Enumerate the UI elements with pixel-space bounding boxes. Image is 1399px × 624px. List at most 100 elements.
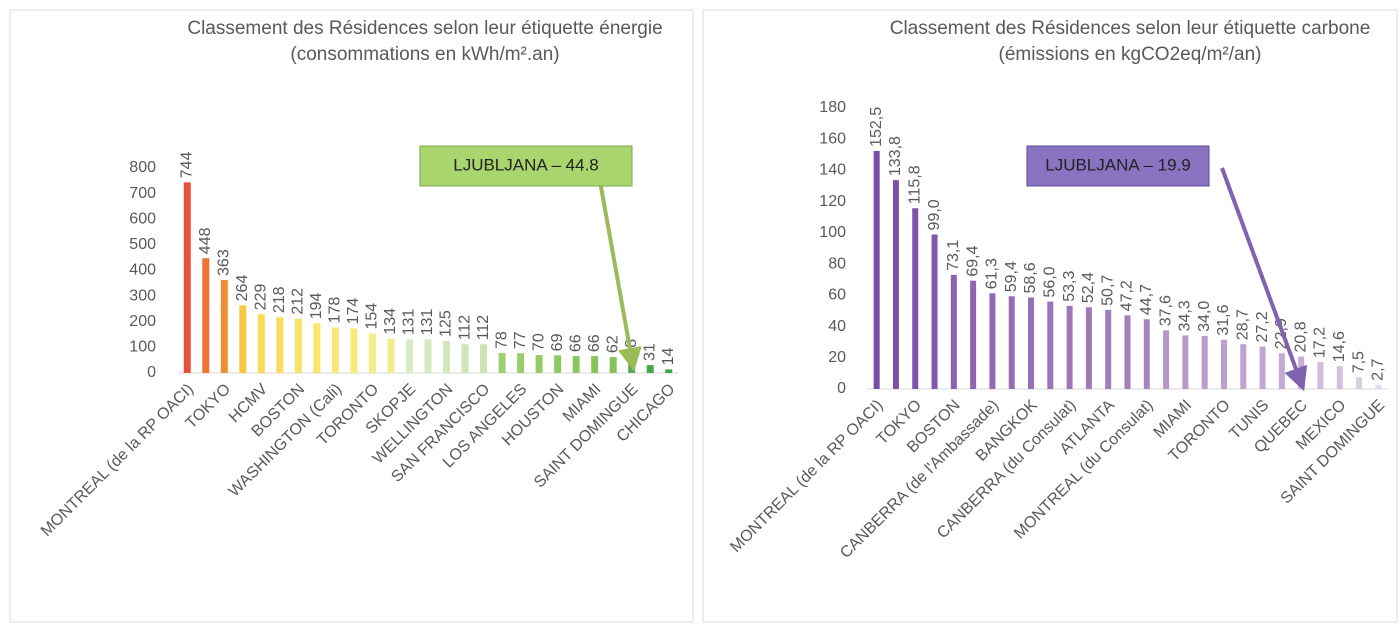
data-label: 52,4 [1080, 272, 1097, 303]
bar [931, 234, 938, 389]
y-tick-label: 60 [828, 287, 846, 304]
annotation-box [419, 145, 633, 187]
data-label: 174 [345, 298, 362, 325]
bar [1240, 344, 1247, 389]
y-tick-label: 500 [129, 236, 156, 253]
chart-title: Classement des Résidences selon leur éti… [889, 18, 1371, 65]
bar [646, 365, 654, 373]
chart-title: Classement des Résidences selon leur éti… [187, 18, 663, 65]
data-label: 31,6 [1215, 304, 1232, 335]
data-label: 125 [438, 310, 455, 337]
bar [873, 150, 880, 389]
data-label: 34,3 [1177, 300, 1194, 331]
y-tick-label: 180 [819, 99, 846, 116]
bar [1201, 335, 1208, 389]
bar [665, 369, 673, 373]
annotation-box [1026, 145, 1210, 187]
bar [912, 208, 919, 389]
bar [257, 314, 265, 373]
bar [1278, 353, 1285, 389]
y-tick-label: 0 [147, 364, 156, 381]
bar [239, 305, 247, 373]
bar [498, 353, 506, 373]
y-tick-label: 40 [828, 318, 846, 335]
data-label: 194 [308, 292, 325, 319]
data-label: 133,8 [887, 136, 904, 176]
bar [572, 356, 580, 373]
data-label: 66 [586, 334, 603, 352]
data-label: 112 [475, 315, 492, 341]
data-label: 99,0 [926, 199, 943, 230]
bar [1085, 307, 1092, 389]
data-label: 131 [419, 309, 436, 336]
y-tick-label: 160 [819, 130, 846, 147]
bar [313, 323, 321, 373]
bar [970, 280, 977, 389]
bar [1105, 309, 1112, 389]
data-label: 27,2 [1254, 311, 1271, 342]
bar [628, 360, 636, 373]
data-label: 56,0 [1042, 266, 1059, 297]
data-label: 62 [604, 335, 621, 353]
bar [220, 279, 228, 373]
annotation-arrow [1220, 167, 1308, 392]
data-label: 59,4 [1003, 261, 1020, 292]
bar [387, 338, 395, 373]
bar [1259, 346, 1266, 389]
bar [276, 317, 284, 373]
y-tick-label: 200 [129, 313, 156, 330]
data-label: 50,7 [1099, 275, 1116, 306]
data-label: 69 [549, 333, 566, 351]
y-tick-label: 0 [837, 380, 846, 397]
data-label: 2,7 [1370, 358, 1387, 380]
bar [950, 274, 957, 389]
data-label: 31 [641, 343, 658, 361]
annotation-text: LJUBLJANA – 44.8 [453, 155, 599, 174]
y-tick-label: 140 [819, 162, 846, 179]
bar [1143, 319, 1150, 389]
bar [183, 182, 191, 373]
bar [1163, 330, 1170, 389]
bar [1066, 305, 1073, 389]
y-tick-label: 400 [129, 262, 156, 279]
data-label: 58,6 [1022, 262, 1039, 293]
bar [294, 318, 302, 373]
data-label: 20,8 [1292, 321, 1309, 352]
y-tick-label: 120 [819, 193, 846, 210]
data-label: 218 [271, 286, 288, 313]
bar [517, 353, 525, 373]
bar [1317, 362, 1324, 389]
data-label: 264 [234, 275, 251, 302]
bar [1182, 335, 1189, 389]
bar [202, 258, 210, 373]
bar [1356, 377, 1363, 389]
bar [1336, 366, 1343, 389]
data-label: 44,7 [1138, 284, 1155, 315]
panel [9, 9, 694, 623]
y-tick-label: 100 [129, 339, 156, 356]
data-label: 154 [364, 303, 381, 330]
bar [1008, 296, 1015, 389]
y-tick-label: 80 [828, 255, 846, 272]
y-tick-label: 700 [129, 185, 156, 202]
bar [1375, 384, 1382, 389]
data-label: 47,2 [1119, 280, 1136, 311]
bar [989, 293, 996, 389]
data-label: 28,7 [1234, 309, 1251, 340]
bar [1124, 315, 1131, 389]
data-label: 69,4 [964, 245, 981, 276]
data-label: 229 [253, 284, 270, 311]
bar [480, 344, 488, 373]
bar [424, 339, 432, 373]
bar [443, 340, 451, 373]
data-label: 14 [660, 348, 677, 366]
data-label: 115,8 [906, 165, 923, 204]
data-label: 152,5 [868, 107, 885, 147]
data-label: 70 [530, 333, 547, 351]
data-label: 134 [382, 308, 399, 335]
data-label: 363 [216, 249, 233, 276]
data-label: 178 [327, 297, 344, 324]
annotation-text: LJUBLJANA – 19.9 [1045, 155, 1191, 174]
